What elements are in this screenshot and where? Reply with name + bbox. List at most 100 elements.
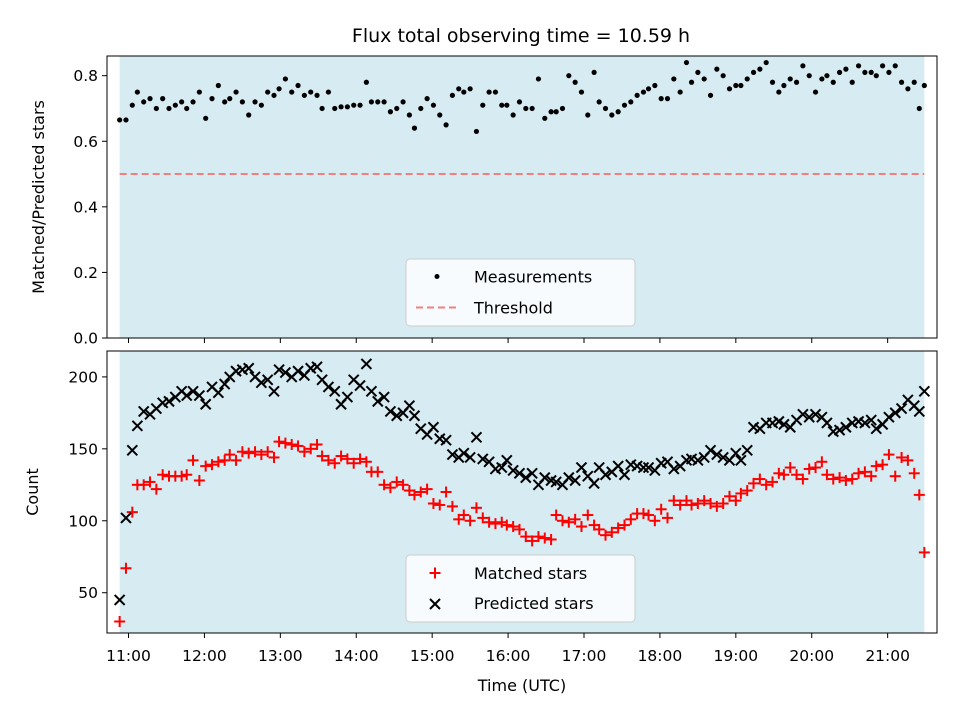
matched-star-point [883,449,895,461]
matched-star-point [341,453,353,465]
matched-star-point [717,498,729,510]
top-x-tick-marks [128,338,889,343]
top-y-axis-label: Matched/Predicted stars [29,100,48,294]
measurement-point [282,76,288,82]
matched-star-point [865,470,877,482]
measurement-point [222,99,228,105]
measurement-point [645,86,652,92]
matched-star-point [600,529,612,541]
matched-star-point [120,562,132,574]
measurement-point [443,122,449,128]
x-tick-label: 13:00 [258,647,303,665]
predicted-star-point [243,362,255,374]
measurement-point [344,104,350,110]
top-y-tick-label: 0.6 [73,133,98,151]
predicted-star-point [735,454,747,467]
predicted-star-point [539,471,551,484]
predicted-star-point [199,398,212,410]
measurement-point [714,66,720,72]
predicted-star-point [889,407,901,419]
measurement-point [325,89,332,95]
matched-star-point [754,473,766,485]
measurement-point [123,117,129,123]
matched-star-point [735,487,747,499]
predicted-star-point [496,461,508,474]
predicted-star-point [261,374,274,386]
matched-star-point [458,509,470,521]
predicted-star-point [126,444,139,456]
measurement-point [634,92,640,98]
measurement-point [134,89,140,95]
measurement-point [480,102,486,108]
matched-star-point [249,446,261,458]
measurement-point [400,99,406,105]
matched-star-point [539,532,551,544]
matched-star-point [686,499,698,511]
measurement-point [855,63,862,69]
matched-star-point [507,521,519,533]
matched-star-point [741,485,753,497]
predicted-star-point [840,421,852,433]
predicted-star-point [668,463,680,475]
predicted-star-point [637,461,650,474]
measurement-point [258,102,264,108]
predicted-star-point [255,376,268,389]
measurement-point [726,86,733,92]
bottom-y-tick-label: 150 [68,440,98,458]
predicted-star-point [704,444,717,456]
matched-star-point [643,509,655,521]
measurement-point [591,69,597,75]
measurement-point [308,89,314,95]
bottom-x-ticks: 11:00 12:00 13:00 14:00 15:00 16:00 17:00 18:00… [106,633,910,665]
predicted-star-point [378,391,390,403]
measurement-point [911,79,917,85]
measurements-series [117,59,927,135]
matched-star-point [877,459,889,471]
matched-star-point [206,459,218,471]
measurement-point [744,76,750,82]
predicted-star-point [507,464,519,477]
matched-star-point [816,456,828,468]
predicted-star-point [513,467,526,480]
measurement-point [338,104,344,110]
bottom-y-ticks: 50 100 150 200 [68,368,107,602]
top-y-tick-label: 0.0 [73,330,98,348]
measurement-point [879,63,886,69]
measurement-point [351,102,357,108]
legend-x-glyph [429,598,441,610]
predicted-star-point [741,444,753,456]
bottom-y-tick-label: 50 [78,584,98,602]
matched-star-point [464,515,476,527]
matched-star-point [157,469,169,481]
predicted-star-point [292,365,304,377]
measurement-point [473,128,480,135]
measurement-point [898,79,905,85]
matched-star-point [655,503,667,515]
measurement-point [787,76,793,82]
matched-star-point [273,436,285,448]
top-axes-frame [106,55,938,339]
panel-bottom: 50 100 150 200 11:00 12:00 13:00 14:00 15:00 16:… [23,350,938,695]
predicted-star-point [883,411,895,423]
matched-star-point [138,479,150,491]
matched-star-point [896,451,908,463]
measurement-point [615,109,621,115]
matched-star-point [322,454,334,466]
measurement-point [387,109,394,115]
x-tick-label: 16:00 [486,647,531,665]
matched-star-point [335,450,347,462]
predicted-star-point [341,391,354,403]
matched-star-point [853,467,865,479]
matched-star-point [834,472,846,484]
measurement-point [209,96,215,102]
measurement-point [172,102,178,108]
matched-star-point [724,490,735,502]
matched-star-point [446,500,458,512]
measurement-point [368,99,375,105]
measurement-point [862,69,868,75]
x-tick-label: 18:00 [638,647,683,665]
legend-predicted-marker [429,598,441,610]
predicted-star-point [329,385,341,397]
predicted-stars-series [113,358,931,606]
legend-matched-marker [429,567,441,579]
